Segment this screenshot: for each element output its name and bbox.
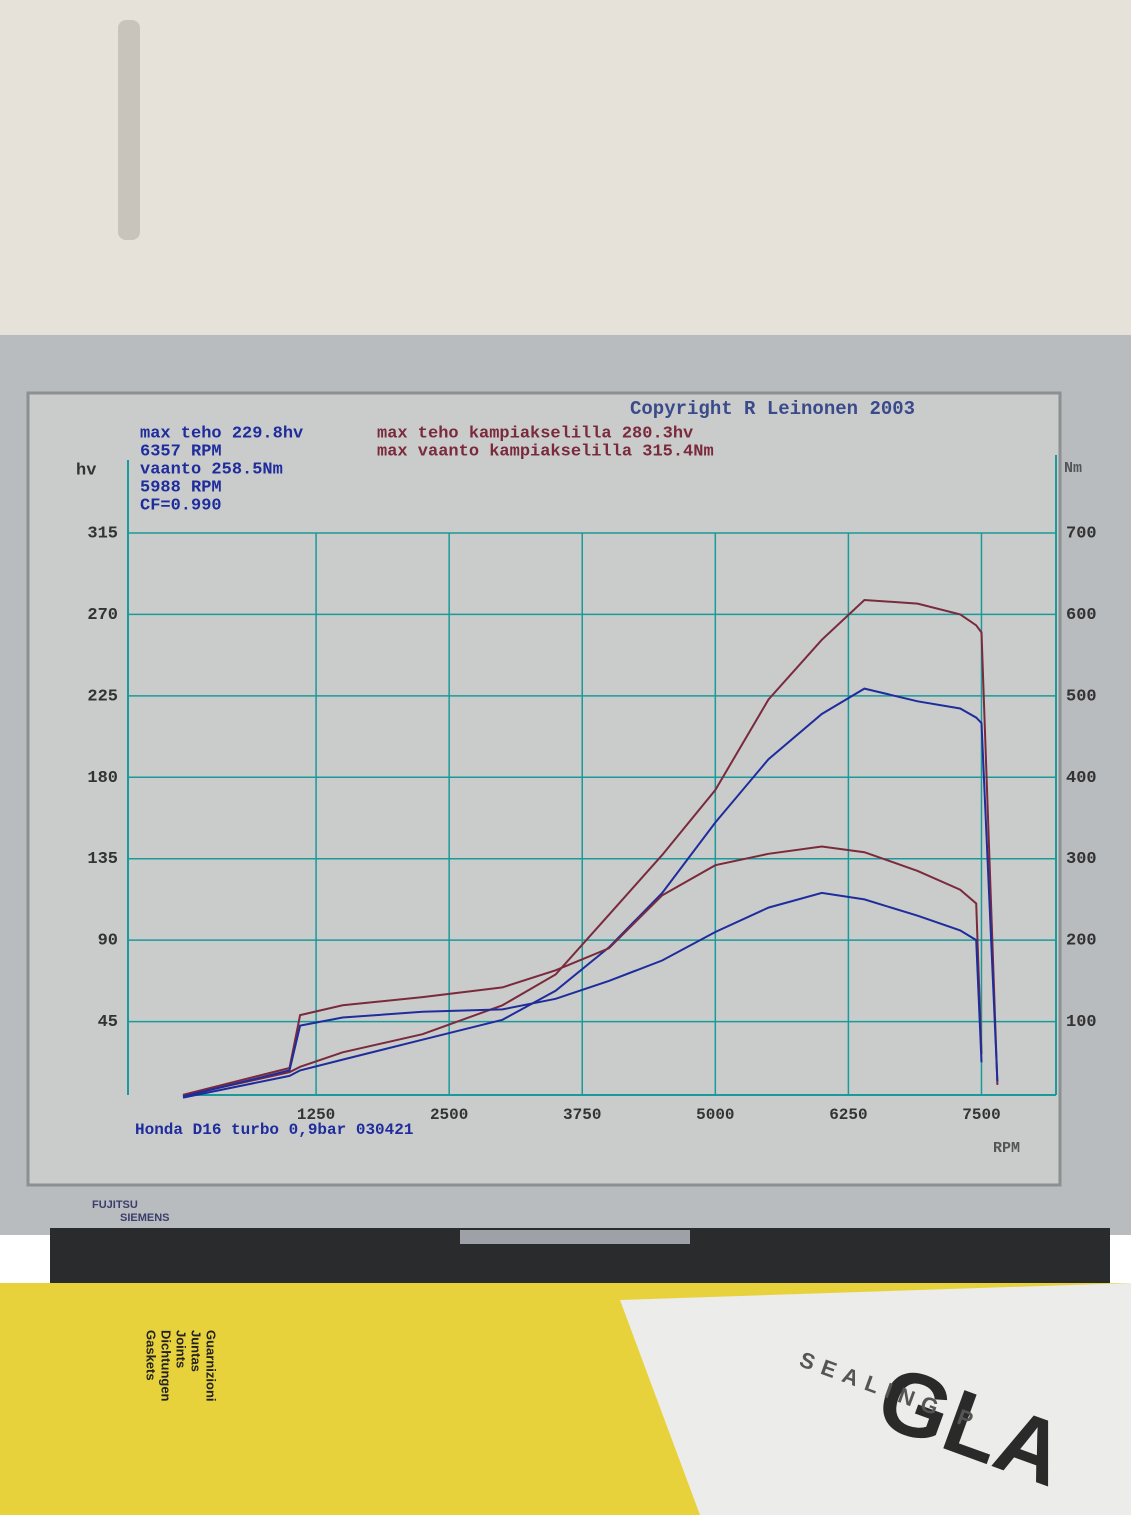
monitor-buttons (460, 1230, 690, 1244)
stat: max vaanto kampiakselilla 315.4Nm (377, 442, 714, 461)
caption: Honda D16 turbo 0,9bar 030421 (135, 1121, 413, 1139)
y-tick-label: 135 (87, 850, 118, 869)
y2-tick-label: 300 (1066, 850, 1097, 869)
y-tick-label: 225 (87, 687, 118, 706)
stat: max teho 229.8hv (140, 424, 303, 443)
page: FUJITSU SIEMENS GasketsDichtungenJointsJ… (0, 0, 1131, 1515)
y-tick-label: 180 (87, 769, 118, 788)
y2-axis-label: Nm (1064, 460, 1082, 477)
y2-tick-label: 600 (1066, 606, 1097, 625)
y-tick-label: 270 (87, 606, 118, 625)
stat: vaanto 258.5Nm (140, 460, 283, 479)
box-text: Joints (174, 1330, 189, 1368)
x-tick-label: 3750 (563, 1106, 601, 1124)
x-tick-label: 6250 (829, 1106, 867, 1124)
x-tick-label: 5000 (696, 1106, 734, 1124)
box-side (620, 1283, 1131, 1515)
y-tick-label: 45 (98, 1013, 118, 1032)
x-tick-label: 7500 (962, 1106, 1000, 1124)
y2-tick-label: 700 (1066, 524, 1097, 543)
y2-tick-label: 400 (1066, 769, 1097, 788)
y2-tick-label: 100 (1066, 1013, 1097, 1032)
box-text: Guarnizioni (204, 1330, 219, 1402)
brand: FUJITSU (92, 1199, 138, 1211)
wall (0, 0, 1131, 345)
box-text: Dichtungen (159, 1330, 174, 1402)
stat: CF=0.990 (140, 496, 222, 515)
stat: max teho kampiakselilla 280.3hv (377, 424, 693, 443)
x-tick-label: 2500 (430, 1106, 468, 1124)
x-axis-label: RPM (993, 1140, 1020, 1157)
y-tick-label: 315 (87, 524, 118, 543)
box-text: Gaskets (144, 1330, 159, 1381)
y-tick-label: 90 (98, 932, 118, 951)
photo: FUJITSU SIEMENS GasketsDichtungenJointsJ… (0, 0, 1131, 1515)
box-text: Juntas (189, 1330, 204, 1372)
y2-tick-label: 200 (1066, 932, 1097, 951)
y2-tick-label: 500 (1066, 687, 1097, 706)
y-axis-label: hv (76, 461, 96, 480)
copyright: Copyright R Leinonen 2003 (630, 398, 915, 420)
cable (118, 20, 140, 240)
stat: 5988 RPM (140, 478, 222, 497)
brand: SIEMENS (120, 1212, 170, 1224)
stat: 6357 RPM (140, 442, 222, 461)
